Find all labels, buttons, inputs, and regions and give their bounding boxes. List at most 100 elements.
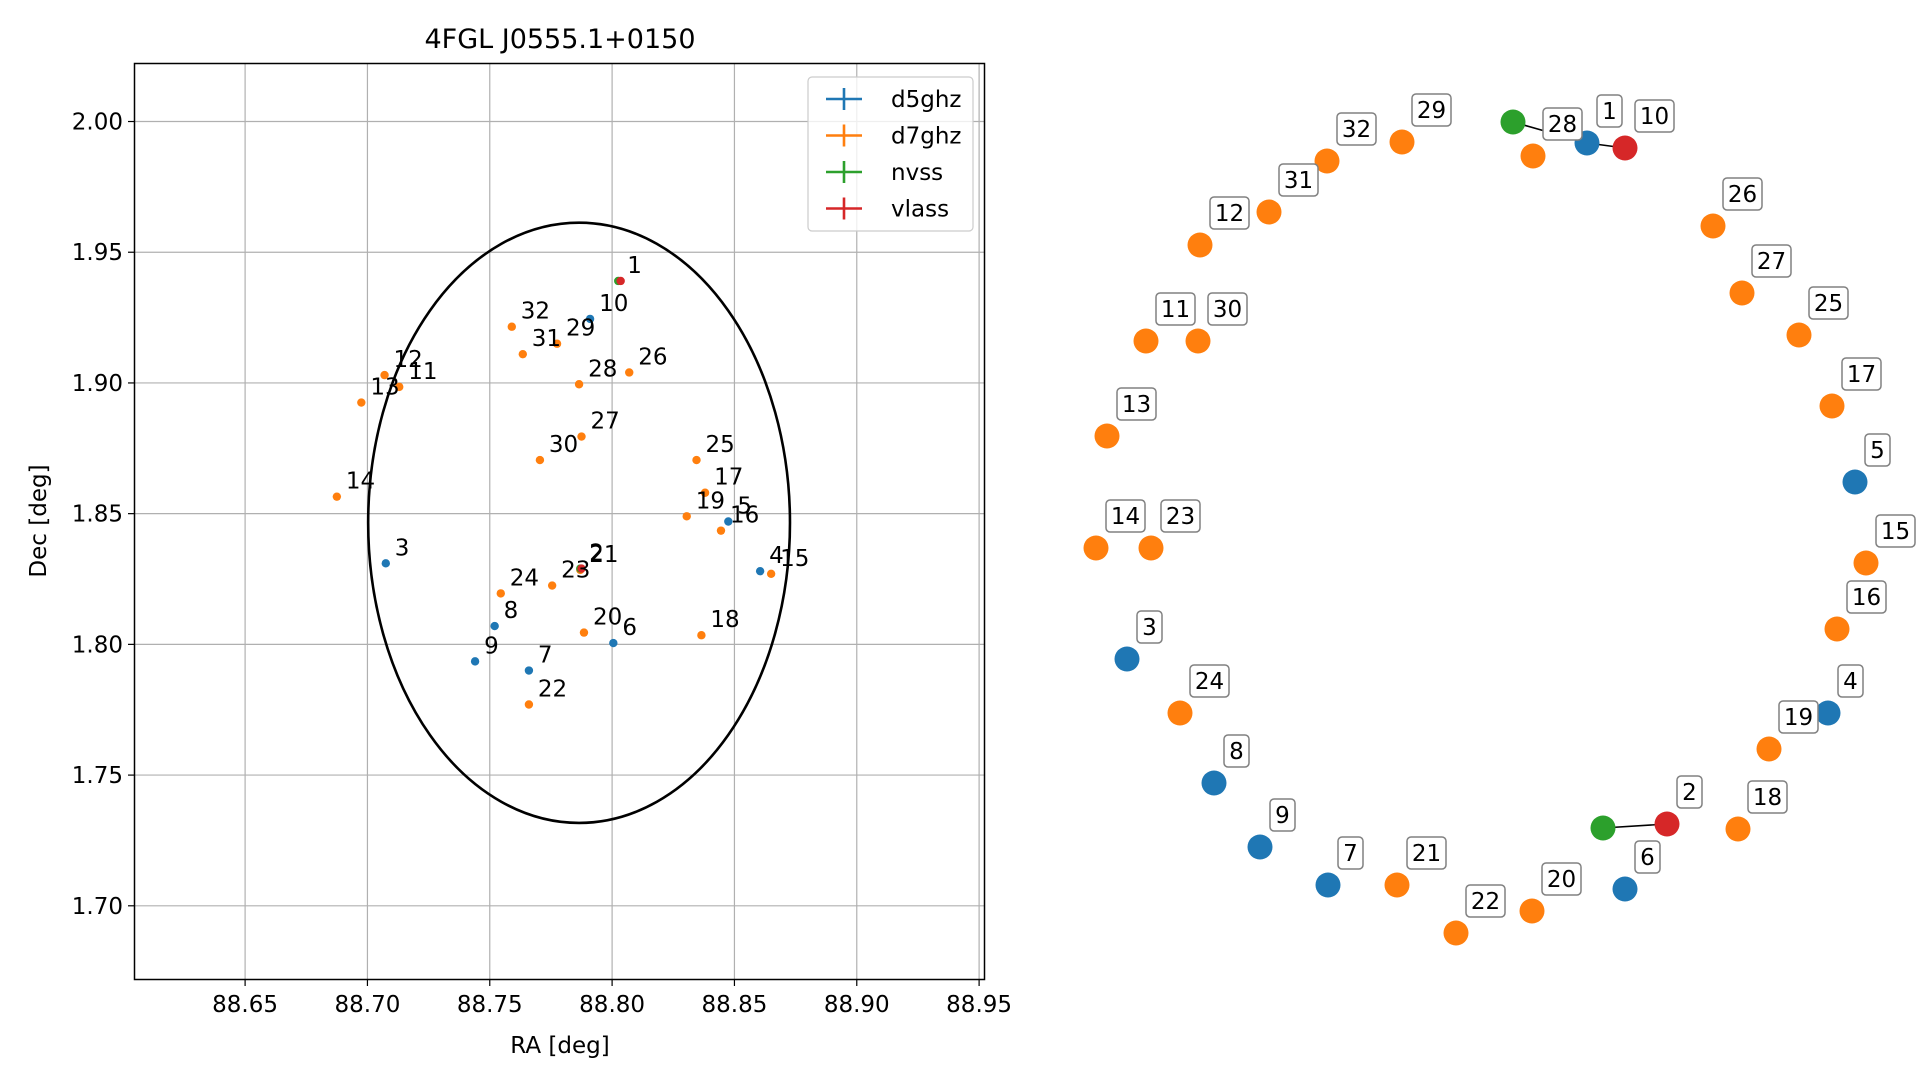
data-points xyxy=(332,276,776,709)
chart-title: 4FGL J0555.1+0150 xyxy=(424,24,695,55)
node-label-box xyxy=(1406,836,1447,870)
node-label-box xyxy=(1207,292,1248,326)
node-label: 26 xyxy=(1728,182,1757,208)
graph-node-d5ghz xyxy=(1201,770,1227,796)
node-label: 14 xyxy=(1111,504,1140,530)
d7ghz-point-25 xyxy=(692,455,701,465)
d7ghz-point-12 xyxy=(380,370,389,380)
graph-node-vlass xyxy=(1654,811,1680,837)
node-label: 22 xyxy=(1471,889,1500,915)
d5ghz-point-5 xyxy=(724,517,733,526)
legend-entry-d5ghz: d5ghz xyxy=(826,87,961,113)
point-label: 13 xyxy=(370,375,399,401)
x-tick-label: 88.80 xyxy=(579,992,645,1018)
graph-node-d7ghz xyxy=(1094,423,1120,449)
node-label: 2 xyxy=(1682,780,1697,806)
point-label: 25 xyxy=(706,432,735,458)
node-label: 3 xyxy=(1142,615,1157,641)
point-label: 11 xyxy=(408,359,437,385)
d7ghz-point-17 xyxy=(700,488,710,497)
node-label-box xyxy=(1747,780,1788,814)
d7ghz-point-19 xyxy=(682,512,691,521)
d7ghz-point-26 xyxy=(625,368,634,377)
x-tick-label: 88.75 xyxy=(457,992,523,1018)
graph-node-label-box: 32 xyxy=(1336,112,1377,146)
graph-node-d7ghz xyxy=(1520,143,1546,169)
point-label: 21 xyxy=(589,542,618,568)
legend-entry-vlass: vlass xyxy=(826,197,949,223)
node-label-box xyxy=(1751,244,1792,278)
node-label: 1 xyxy=(1602,99,1617,125)
d5ghz-point-6 xyxy=(609,638,618,648)
node-label: 21 xyxy=(1412,841,1441,867)
node-label: 27 xyxy=(1757,249,1786,275)
d7ghz-point-23 xyxy=(547,581,557,590)
graph-node-label-box: 21 xyxy=(1406,836,1447,870)
node-label-box xyxy=(1841,357,1882,391)
y-tick-label: 2.00 xyxy=(72,110,123,136)
graph-edges xyxy=(1512,121,1668,829)
point-label: 6 xyxy=(622,615,637,641)
graph-node-vlass xyxy=(1612,135,1638,161)
d5ghz-point-3 xyxy=(381,559,390,568)
d5ghz-point-8 xyxy=(490,621,499,631)
graph-node-label-box: 7 xyxy=(1337,836,1364,870)
y-tick-label: 1.95 xyxy=(72,240,123,266)
d7ghz-point-29 xyxy=(552,339,562,348)
graph-node-d7ghz xyxy=(1389,129,1415,155)
graph-node-d7ghz xyxy=(1443,920,1469,946)
graph-node-label-box: 9 xyxy=(1269,798,1296,832)
point-label: 14 xyxy=(346,469,375,495)
node-label-box xyxy=(1778,700,1819,734)
d5ghz-point-4 xyxy=(755,566,765,576)
point-label: 12 xyxy=(394,347,423,373)
node-label: 19 xyxy=(1784,705,1813,731)
node-label-box xyxy=(1541,862,1582,896)
point-label: 27 xyxy=(591,409,620,435)
d7ghz-point-28 xyxy=(574,380,584,389)
legend-label: nvss xyxy=(891,160,943,186)
node-label: 7 xyxy=(1343,841,1358,867)
legend: d5ghz d7ghz nvss vlass xyxy=(807,76,974,232)
node-label: 23 xyxy=(1166,504,1195,530)
legend-label: vlass xyxy=(891,197,949,223)
graph-node-label-box: 17 xyxy=(1841,357,1882,391)
point-label: 22 xyxy=(538,677,567,703)
node-label-box xyxy=(1722,177,1763,211)
point-label: 17 xyxy=(714,465,743,491)
d7ghz-point-20 xyxy=(579,628,589,637)
graph-node-d7ghz xyxy=(1133,328,1159,354)
legend-entry-nvss: nvss xyxy=(826,160,943,186)
node-label-box xyxy=(1160,499,1201,533)
graph-node-d5ghz xyxy=(1315,872,1341,898)
point-label: 31 xyxy=(532,326,561,352)
node-label: 29 xyxy=(1417,98,1446,124)
graph-node-nvss xyxy=(1590,815,1616,841)
graph-node-label-box: 11 xyxy=(1155,292,1196,326)
node-label-box xyxy=(1864,433,1891,467)
graph-node-d7ghz xyxy=(1138,535,1164,561)
sky-position-plot: 4FGL J0555.1+0150 3 456789101112131415161… xyxy=(26,24,1012,1059)
graph-node-label-box: 3 xyxy=(1136,610,1163,644)
node-label-box xyxy=(1155,292,1196,326)
legend-entry-d7ghz: d7ghz xyxy=(826,124,961,150)
graph-node-label-box: 23 xyxy=(1160,499,1201,533)
node-label-box xyxy=(1634,840,1661,874)
graph-node-d7ghz xyxy=(1756,736,1782,762)
node-label-box xyxy=(1542,107,1583,141)
graph-node-label-box: 22 xyxy=(1465,884,1506,918)
graph-node-d7ghz xyxy=(1384,872,1410,898)
d7ghz-point-31 xyxy=(518,349,527,359)
point-label: 8 xyxy=(504,598,519,624)
graph-node-label-box: 4 xyxy=(1837,664,1864,698)
graph-node-label-box: 20 xyxy=(1541,862,1582,896)
d7ghz-point-30 xyxy=(535,455,545,465)
node-label: 32 xyxy=(1342,117,1371,143)
d7ghz-point-14 xyxy=(332,492,342,501)
graph-node-label-box: 27 xyxy=(1751,244,1792,278)
node-label: 4 xyxy=(1843,669,1858,695)
vlass-point-1 xyxy=(616,276,625,286)
y-tick-label: 1.75 xyxy=(72,763,123,789)
graph-node-d7ghz xyxy=(1729,280,1755,306)
node-label-box xyxy=(1875,514,1916,548)
